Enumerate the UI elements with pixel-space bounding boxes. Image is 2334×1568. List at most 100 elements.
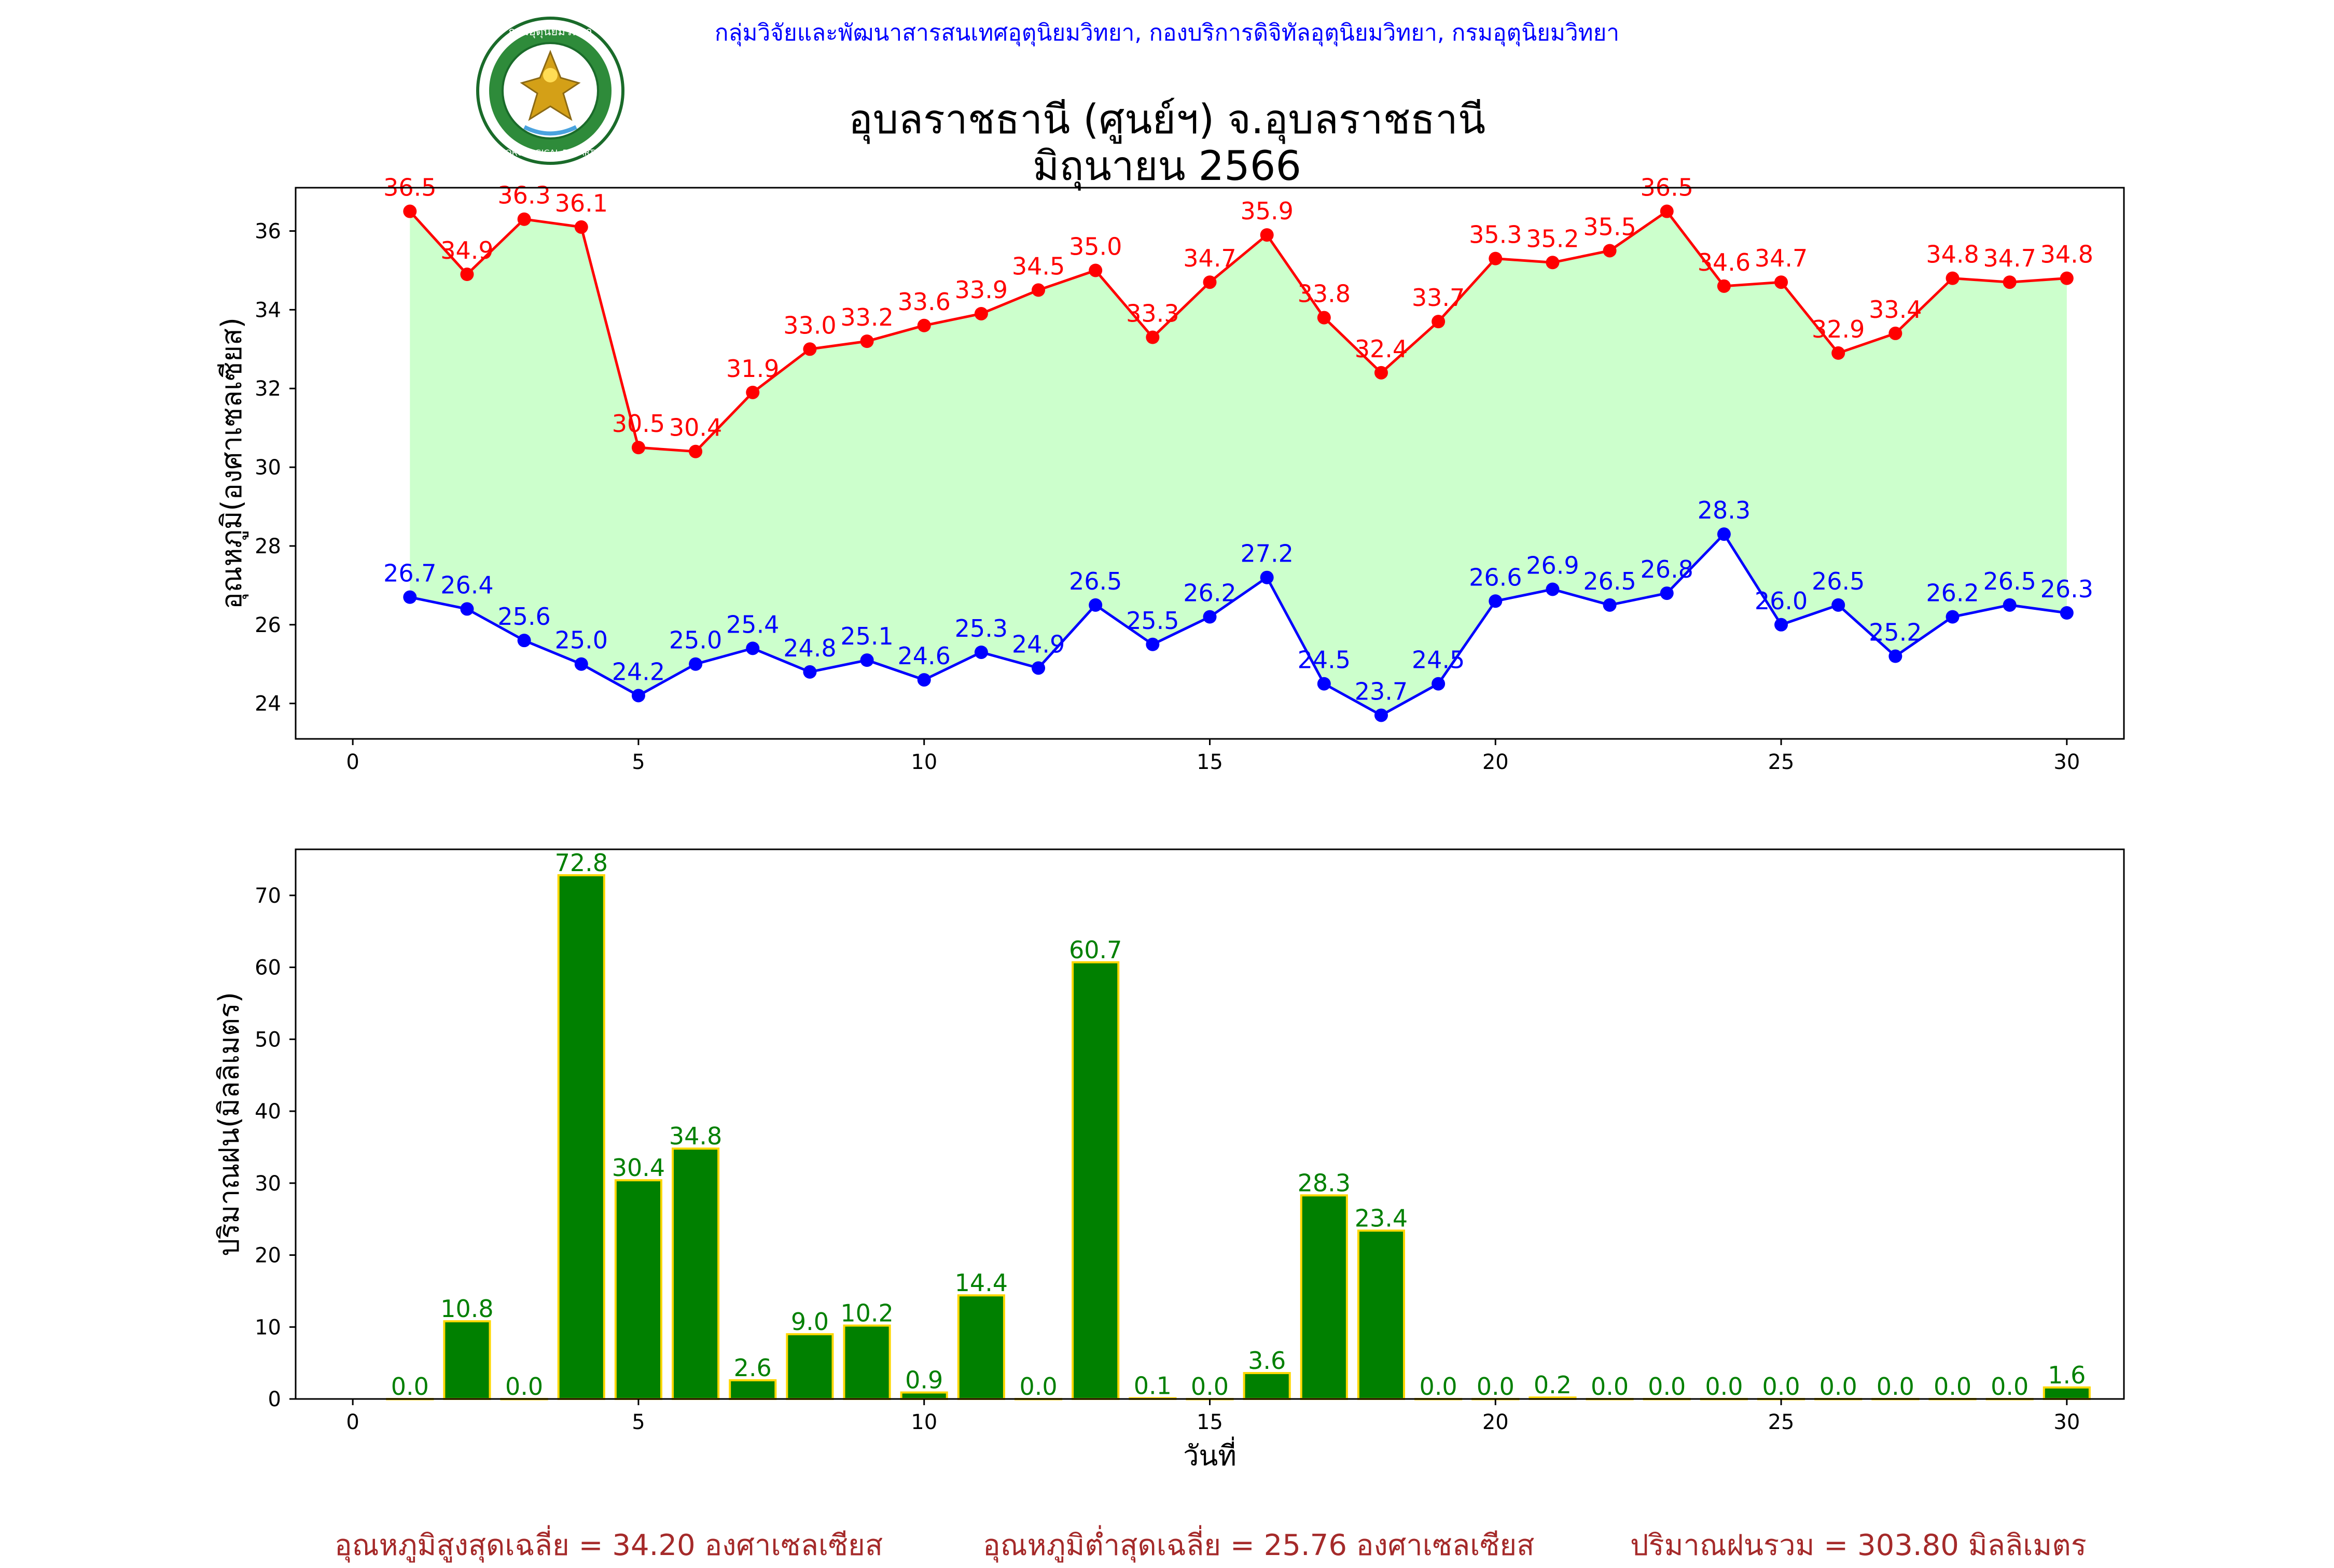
min-temp-point (1660, 586, 1674, 600)
min-temp-point (1888, 649, 1902, 663)
rain-ytick-label: 40 (255, 1100, 281, 1124)
min-temp-data-label: 25.5 (1126, 607, 1179, 635)
min-temp-point (1946, 610, 1960, 624)
max-temp-data-label: 35.3 (1469, 221, 1522, 249)
meteorological-department-logo: กรมอุตุนิยมวิทยา METEOROLOGICAL DEPARTME… (475, 16, 626, 166)
max-temp-point (460, 268, 474, 282)
rain-ytick-label: 0 (268, 1388, 281, 1411)
rain-ytick-label: 50 (255, 1028, 281, 1052)
rain-data-label: 0.0 (1877, 1373, 1914, 1401)
min-temp-data-label: 25.0 (555, 626, 608, 654)
min-temp-data-label: 26.8 (1641, 555, 1693, 583)
rain-xtick-label: 15 (1197, 1410, 1223, 1434)
min-temp-point (403, 590, 417, 604)
temp-ytick-label: 24 (255, 692, 281, 716)
rain-data-label: 14.4 (955, 1269, 1008, 1297)
temp-xtick-label: 5 (632, 750, 645, 774)
rain-xtick-label: 10 (911, 1410, 937, 1434)
min-temp-data-label: 24.8 (783, 634, 836, 662)
rain-ytick-label: 10 (255, 1315, 281, 1339)
rain-data-label: 72.8 (555, 849, 608, 877)
rain-data-label: 0.0 (1819, 1373, 1857, 1401)
min-temp-point (689, 657, 703, 671)
min-temp-point (974, 645, 988, 659)
max-temp-data-label: 33.2 (840, 303, 893, 331)
rain-data-label: 0.2 (1534, 1371, 1572, 1399)
min-temp-point (460, 602, 474, 616)
temp-y-axis-label: อุณหภูมิ(องศาเซลเซียส) (215, 317, 249, 609)
min-temp-point (2003, 598, 2017, 612)
period-title: มิถุนายน 2566 (1032, 143, 1302, 190)
max-temp-point (1374, 366, 1388, 380)
max-temp-point (574, 220, 588, 234)
min-temp-point (517, 634, 531, 648)
max-temp-data-label: 34.7 (1983, 244, 2036, 272)
max-temp-data-label: 36.3 (497, 181, 550, 209)
rain-bar (557, 874, 605, 1400)
max-temp-data-label: 34.9 (440, 236, 493, 264)
min-temp-point (1203, 610, 1217, 624)
min-temp-point (1260, 570, 1274, 584)
max-temp-point (1146, 330, 1160, 344)
max-temp-point (1660, 204, 1674, 218)
rain-y-axis-label: ปริมาณฝน(มิลลิเมตร) (213, 992, 245, 1256)
max-temp-data-label: 30.5 (612, 410, 665, 438)
rain-bar (2043, 1386, 2091, 1400)
min-temp-point (1717, 527, 1731, 541)
min-temp-point (1374, 708, 1388, 722)
max-temp-data-label: 33.8 (1298, 280, 1351, 308)
temp-xtick-label: 15 (1197, 750, 1223, 774)
min-temp-data-label: 24.9 (1012, 630, 1065, 658)
rain-bar (1072, 961, 1120, 1401)
min-temp-data-label: 26.0 (1755, 587, 1808, 615)
max-temp-data-label: 32.4 (1355, 335, 1408, 363)
rain-bar (614, 1179, 662, 1401)
rain-bar (672, 1147, 720, 1401)
max-temp-data-label: 35.2 (1526, 225, 1579, 253)
max-temp-data-label: 33.6 (898, 288, 951, 316)
min-temp-data-label: 23.7 (1355, 677, 1408, 705)
avg-min-temp-text: อุณหภูมิต่ำสุดเฉลี่ย = 25.76 องศาเซลเซีย… (983, 1529, 1535, 1562)
rain-x-axis-label: วันที่ (1183, 1436, 1237, 1472)
rain-xtick-label: 5 (632, 1410, 645, 1434)
max-temp-data-label: 34.5 (1012, 252, 1065, 280)
rain-data-label: 0.0 (1019, 1373, 1057, 1401)
temp-xtick-label: 10 (911, 750, 937, 774)
max-temp-data-label: 35.0 (1069, 232, 1122, 260)
max-temp-data-label: 34.7 (1183, 244, 1236, 272)
rain-data-label: 0.0 (1191, 1373, 1229, 1401)
temp-ytick-label: 30 (255, 456, 281, 480)
min-temp-data-label: 24.5 (1298, 646, 1351, 674)
max-temp-data-label: 33.4 (1869, 296, 1922, 324)
max-temp-point (2003, 275, 2017, 289)
rain-ytick-label: 60 (255, 956, 281, 980)
rain-data-label: 34.8 (669, 1122, 722, 1150)
station-title: อุบลราชธานี (ศูนย์ฯ) จ.อุบลราชธานี (848, 96, 1486, 143)
temp-xtick-label: 0 (346, 750, 359, 774)
max-temp-point (1603, 244, 1617, 258)
min-temp-data-label: 27.2 (1240, 540, 1293, 568)
min-temp-point (1146, 637, 1160, 651)
rain-data-label: 0.0 (391, 1373, 429, 1401)
max-temp-data-label: 34.6 (1698, 248, 1751, 276)
max-temp-point (1774, 275, 1788, 289)
max-temp-point (1203, 275, 1217, 289)
min-temp-point (574, 657, 588, 671)
min-temp-point (1546, 582, 1560, 596)
min-temp-point (1089, 598, 1103, 612)
min-temp-data-label: 26.9 (1526, 551, 1579, 579)
logo-text-top: กรมอุตุนิยมวิทยา (508, 25, 592, 38)
rain-data-label: 2.6 (734, 1354, 772, 1382)
temp-xtick-label: 30 (2053, 750, 2080, 774)
max-temp-data-label: 35.5 (1583, 213, 1636, 241)
max-temp-point (1489, 251, 1503, 265)
min-temp-point (746, 641, 760, 655)
max-temp-point (1317, 311, 1331, 325)
min-temp-data-label: 26.5 (1069, 567, 1122, 595)
temp-ytick-label: 32 (255, 377, 281, 401)
min-temp-data-label: 25.0 (669, 626, 722, 654)
max-temp-point (746, 385, 760, 399)
max-temp-point (1260, 228, 1274, 242)
min-temp-point (860, 653, 874, 667)
rain-data-label: 10.8 (440, 1295, 493, 1323)
